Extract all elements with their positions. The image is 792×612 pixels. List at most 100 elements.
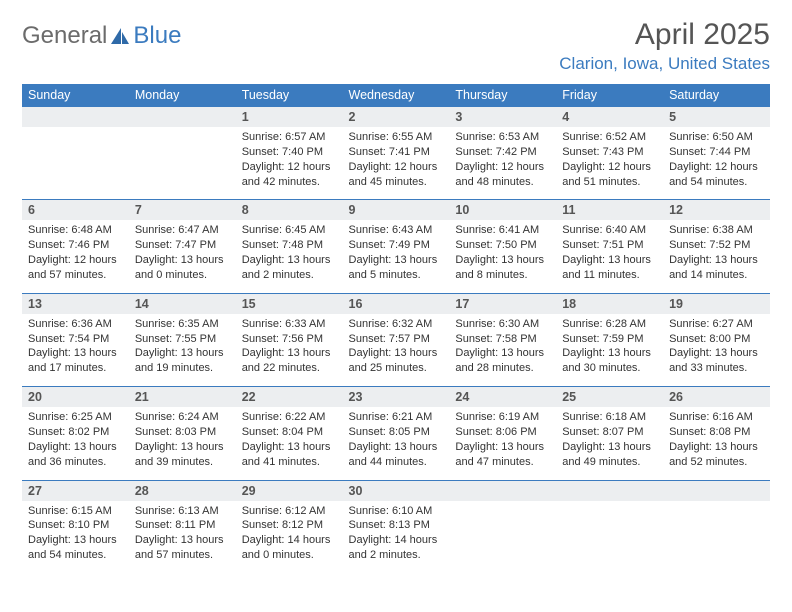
sunrise-line: Sunrise: 6:22 AM (242, 410, 337, 425)
sunrise-line: Sunrise: 6:18 AM (562, 410, 657, 425)
sunset-line: Sunset: 7:52 PM (669, 238, 764, 253)
day-cell: Sunrise: 6:36 AMSunset: 7:54 PMDaylight:… (22, 314, 129, 387)
daylight-line: Daylight: 12 hours and 51 minutes. (562, 160, 657, 190)
daynum-cell: 4 (556, 107, 663, 128)
sunset-line: Sunset: 7:42 PM (455, 145, 550, 160)
sunset-line: Sunset: 8:04 PM (242, 425, 337, 440)
day-cell: Sunrise: 6:24 AMSunset: 8:03 PMDaylight:… (129, 407, 236, 480)
logo-text-2: Blue (133, 22, 181, 50)
sunset-line: Sunset: 7:44 PM (669, 145, 764, 160)
daynum-cell: 2 (343, 107, 450, 128)
day-cell: Sunrise: 6:27 AMSunset: 8:00 PMDaylight:… (663, 314, 770, 387)
daynum-cell: 23 (343, 387, 450, 408)
sunset-line: Sunset: 7:56 PM (242, 332, 337, 347)
sunset-line: Sunset: 7:48 PM (242, 238, 337, 253)
daynum-cell: 8 (236, 200, 343, 221)
sunrise-line: Sunrise: 6:25 AM (28, 410, 123, 425)
daynum-cell: 27 (22, 480, 129, 501)
sunrise-line: Sunrise: 6:32 AM (349, 317, 444, 332)
day-cell: Sunrise: 6:21 AMSunset: 8:05 PMDaylight:… (343, 407, 450, 480)
sunrise-line: Sunrise: 6:57 AM (242, 130, 337, 145)
daylight-line: Daylight: 13 hours and 52 minutes. (669, 440, 764, 470)
daynum-cell (449, 480, 556, 501)
day-cell (129, 127, 236, 200)
day-cell: Sunrise: 6:12 AMSunset: 8:12 PMDaylight:… (236, 501, 343, 573)
sunset-line: Sunset: 7:41 PM (349, 145, 444, 160)
sunset-line: Sunset: 8:03 PM (135, 425, 230, 440)
daynum-cell: 6 (22, 200, 129, 221)
title-block: April 2025 Clarion, Iowa, United States (559, 18, 770, 74)
daylight-line: Daylight: 13 hours and 41 minutes. (242, 440, 337, 470)
sunrise-line: Sunrise: 6:43 AM (349, 223, 444, 238)
daylight-line: Daylight: 13 hours and 2 minutes. (242, 253, 337, 283)
daylight-line: Daylight: 13 hours and 25 minutes. (349, 346, 444, 376)
daynum-cell: 7 (129, 200, 236, 221)
daynum-cell: 18 (556, 293, 663, 314)
day-cell: Sunrise: 6:28 AMSunset: 7:59 PMDaylight:… (556, 314, 663, 387)
sunrise-line: Sunrise: 6:35 AM (135, 317, 230, 332)
dow-cell: Tuesday (236, 84, 343, 107)
daylight-line: Daylight: 13 hours and 36 minutes. (28, 440, 123, 470)
sunset-line: Sunset: 7:47 PM (135, 238, 230, 253)
sunrise-line: Sunrise: 6:50 AM (669, 130, 764, 145)
daynum-cell: 26 (663, 387, 770, 408)
day-cell: Sunrise: 6:18 AMSunset: 8:07 PMDaylight:… (556, 407, 663, 480)
data-row: Sunrise: 6:25 AMSunset: 8:02 PMDaylight:… (22, 407, 770, 480)
day-cell: Sunrise: 6:48 AMSunset: 7:46 PMDaylight:… (22, 220, 129, 293)
calendar-table: SundayMondayTuesdayWednesdayThursdayFrid… (22, 84, 770, 573)
sunset-line: Sunset: 7:49 PM (349, 238, 444, 253)
dow-cell: Saturday (663, 84, 770, 107)
day-cell: Sunrise: 6:41 AMSunset: 7:50 PMDaylight:… (449, 220, 556, 293)
dow-cell: Friday (556, 84, 663, 107)
sunrise-line: Sunrise: 6:30 AM (455, 317, 550, 332)
day-cell: Sunrise: 6:33 AMSunset: 7:56 PMDaylight:… (236, 314, 343, 387)
sunrise-line: Sunrise: 6:16 AM (669, 410, 764, 425)
daylight-line: Daylight: 13 hours and 14 minutes. (669, 253, 764, 283)
sunrise-line: Sunrise: 6:38 AM (669, 223, 764, 238)
sunset-line: Sunset: 8:12 PM (242, 518, 337, 533)
daynum-cell: 12 (663, 200, 770, 221)
sunrise-line: Sunrise: 6:24 AM (135, 410, 230, 425)
sunset-line: Sunset: 8:02 PM (28, 425, 123, 440)
sunset-line: Sunset: 8:10 PM (28, 518, 123, 533)
sunrise-line: Sunrise: 6:21 AM (349, 410, 444, 425)
daynum-row: 27282930 (22, 480, 770, 501)
sunset-line: Sunset: 8:11 PM (135, 518, 230, 533)
sunrise-line: Sunrise: 6:53 AM (455, 130, 550, 145)
sunrise-line: Sunrise: 6:13 AM (135, 504, 230, 519)
day-cell: Sunrise: 6:13 AMSunset: 8:11 PMDaylight:… (129, 501, 236, 573)
day-cell: Sunrise: 6:57 AMSunset: 7:40 PMDaylight:… (236, 127, 343, 200)
sunset-line: Sunset: 8:06 PM (455, 425, 550, 440)
day-cell: Sunrise: 6:16 AMSunset: 8:08 PMDaylight:… (663, 407, 770, 480)
daylight-line: Daylight: 13 hours and 28 minutes. (455, 346, 550, 376)
day-cell: Sunrise: 6:25 AMSunset: 8:02 PMDaylight:… (22, 407, 129, 480)
sunrise-line: Sunrise: 6:28 AM (562, 317, 657, 332)
sunset-line: Sunset: 7:59 PM (562, 332, 657, 347)
location: Clarion, Iowa, United States (559, 54, 770, 74)
daynum-cell: 25 (556, 387, 663, 408)
day-cell: Sunrise: 6:32 AMSunset: 7:57 PMDaylight:… (343, 314, 450, 387)
sunset-line: Sunset: 7:58 PM (455, 332, 550, 347)
sunrise-line: Sunrise: 6:33 AM (242, 317, 337, 332)
data-row: Sunrise: 6:57 AMSunset: 7:40 PM Daylight:… (22, 127, 770, 200)
data-row: Sunrise: 6:48 AMSunset: 7:46 PMDaylight:… (22, 220, 770, 293)
daynum-cell: 24 (449, 387, 556, 408)
daylight-line: Daylight: 13 hours and 0 minutes. (135, 253, 230, 283)
sunrise-line: Sunrise: 6:48 AM (28, 223, 123, 238)
daylight-line: Daylight: 13 hours and 47 minutes. (455, 440, 550, 470)
day-cell (22, 127, 129, 200)
day-cell: Sunrise: 6:40 AMSunset: 7:51 PMDaylight:… (556, 220, 663, 293)
daynum-row: 20212223242526 (22, 387, 770, 408)
sunset-line: Sunset: 8:13 PM (349, 518, 444, 533)
daylight-line: Daylight: 12 hours and 54 minutes. (669, 160, 764, 190)
daylight-line: Daylight: 13 hours and 57 minutes. (135, 533, 230, 563)
dow-cell: Sunday (22, 84, 129, 107)
daylight-line: Daylight: 13 hours and 30 minutes. (562, 346, 657, 376)
daynum-cell: 1 (236, 107, 343, 128)
sunset-line: Sunset: 8:00 PM (669, 332, 764, 347)
sunrise-line: Sunrise: 6:10 AM (349, 504, 444, 519)
day-cell: Sunrise: 6:53 AMSunset: 7:42 PMDaylight:… (449, 127, 556, 200)
month-title: April 2025 (559, 18, 770, 52)
daylight-line: Daylight: 13 hours and 5 minutes. (349, 253, 444, 283)
sunset-line: Sunset: 7:40 PM (242, 145, 337, 160)
